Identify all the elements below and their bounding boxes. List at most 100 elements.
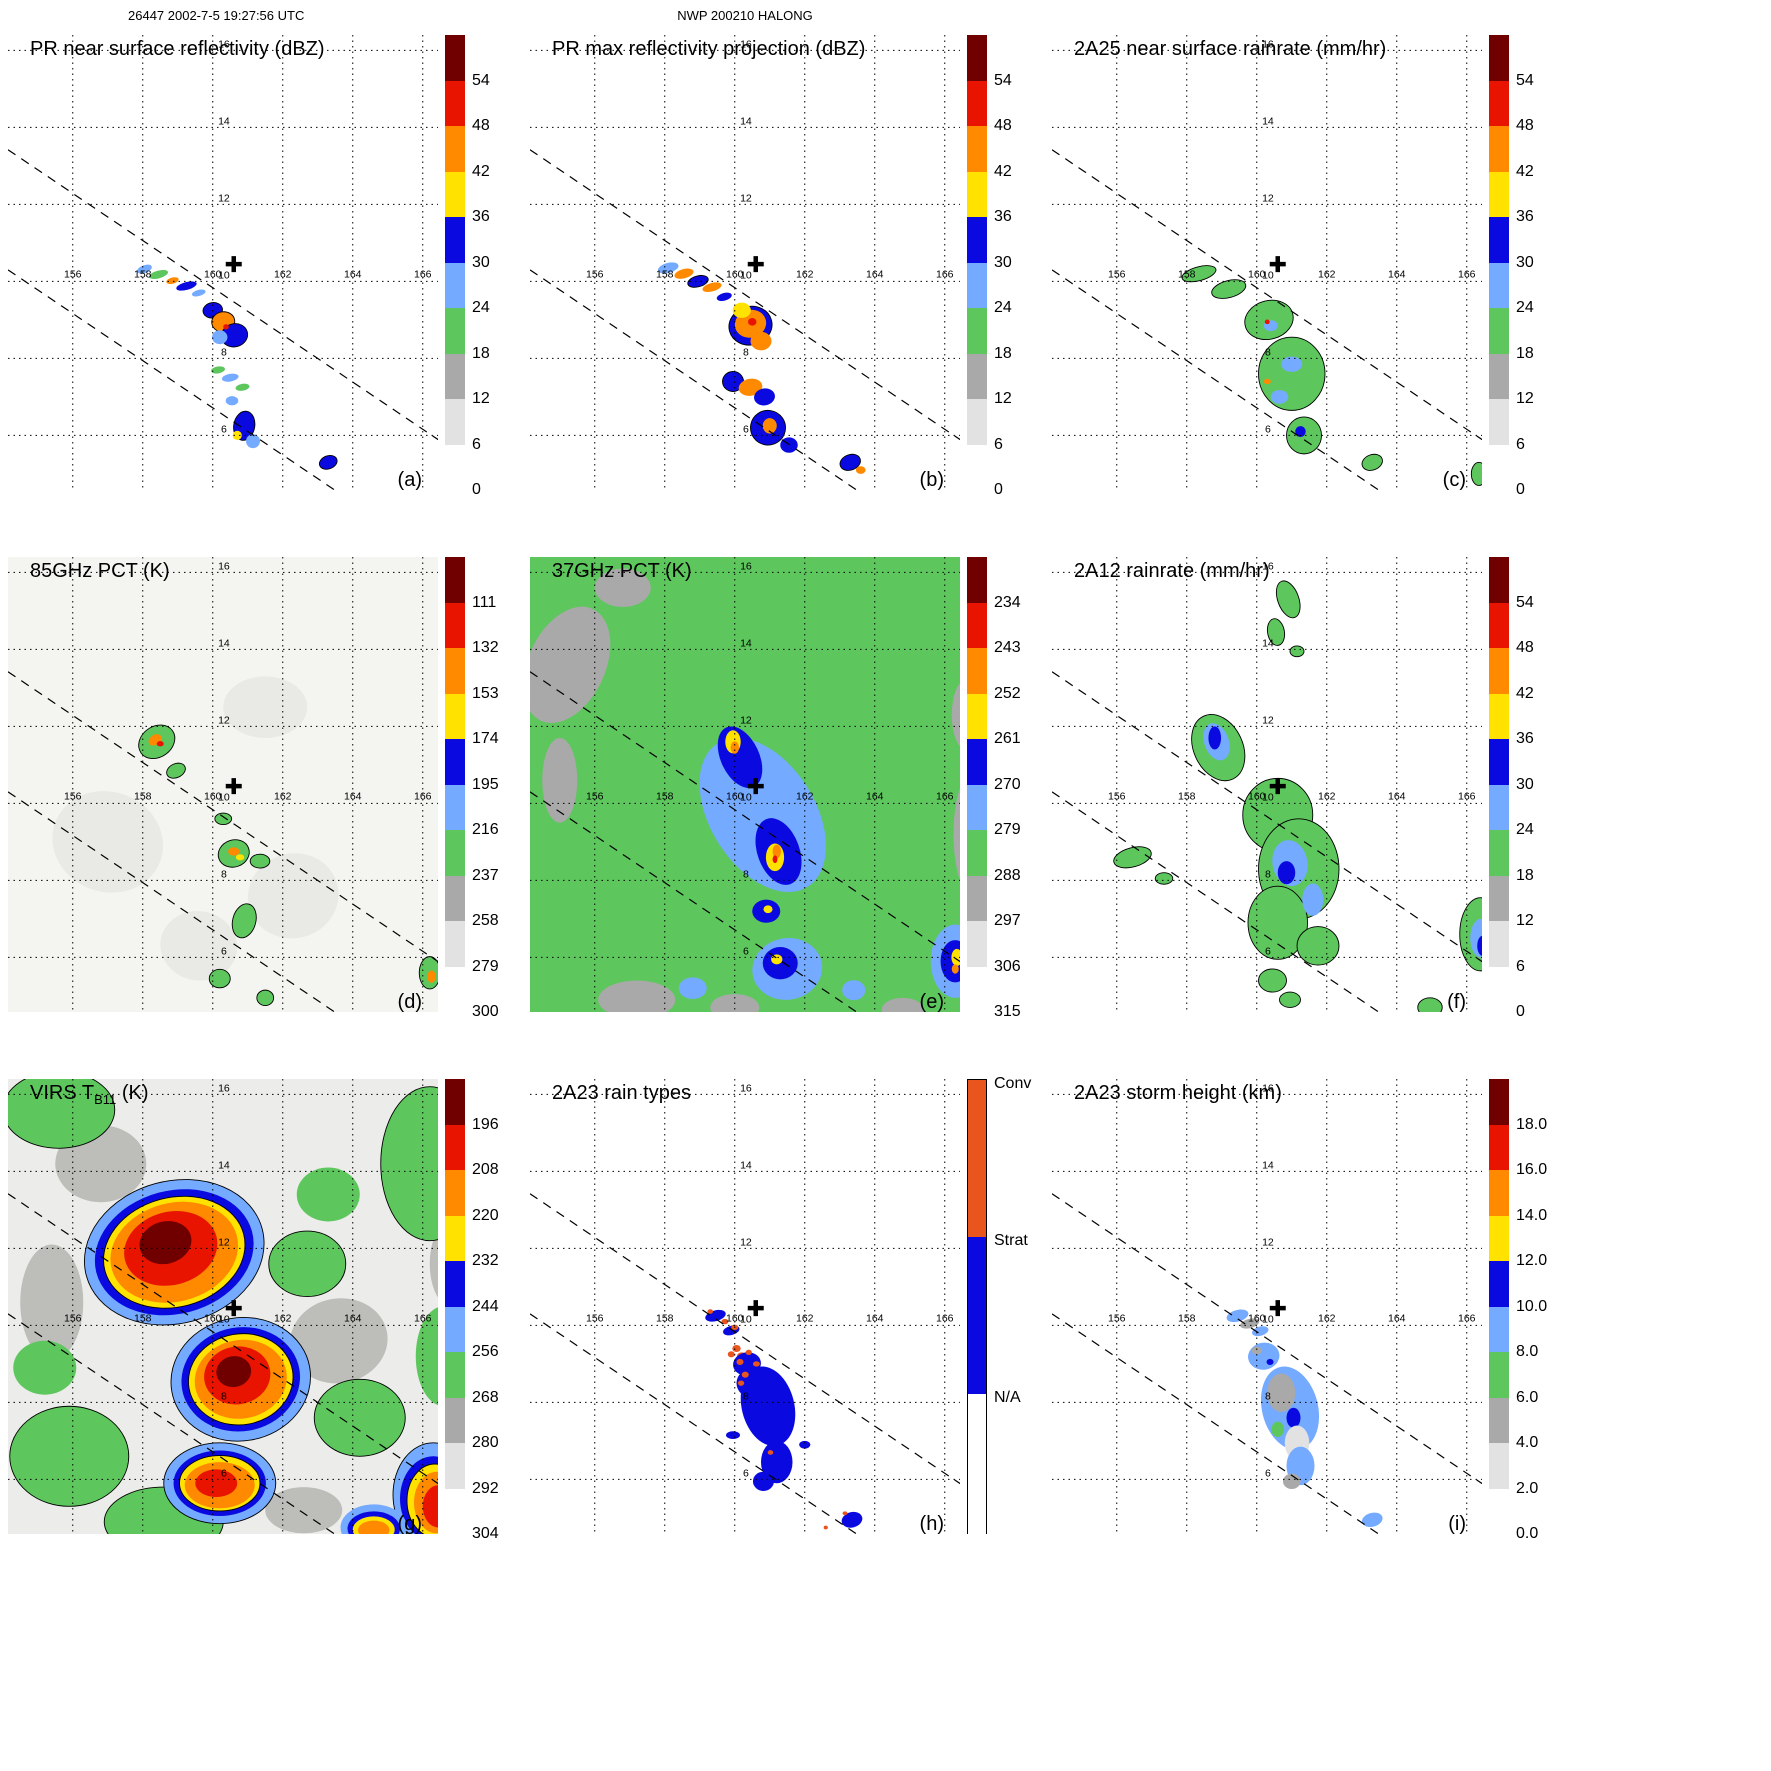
lon-label: 156 xyxy=(64,268,82,280)
colorbar-segment xyxy=(1489,1124,1509,1170)
lon-label: 164 xyxy=(866,1312,884,1324)
grid-labels: 156 158 160 162 164 166 6 8 10 12 14 16 xyxy=(1108,38,1476,435)
map-area-d: 156 158 160 162 164 166 6 8 10 12 14 16 85GHz PCT (… xyxy=(8,557,438,1013)
lat-label: 12 xyxy=(1262,714,1274,726)
colorbar-segment xyxy=(967,80,987,126)
colorbar-tick-label: 18 xyxy=(472,344,490,362)
data-field-blobs xyxy=(52,676,438,1006)
map-background xyxy=(530,35,960,490)
colorbar-segment xyxy=(967,648,987,694)
colorbar-tick-label: 280 xyxy=(472,1434,499,1451)
panel-g-title: VIRS TB11 (K) xyxy=(30,1082,148,1107)
colorbar-tick-label: 279 xyxy=(472,957,499,975)
grid-labels: 156 158 160 162 164 166 6 8 10 12 14 16 xyxy=(64,1082,432,1479)
colorbar-i-labels: 18.0 16.0 14.0 12.0 10.0 8.0 6.0 4.0 2.0 0.0 xyxy=(1516,1079,1566,1543)
colorbar-tick-label: 304 xyxy=(472,1525,499,1542)
lat-label: 10 xyxy=(218,269,230,281)
colorbar-g-bar xyxy=(445,1079,465,1534)
colorbar-i-bar xyxy=(1489,1079,1509,1534)
swath-edge-lines xyxy=(1052,1193,1482,1534)
lon-label: 166 xyxy=(414,268,432,280)
lat-label: 8 xyxy=(1265,346,1271,358)
overpass-id-timestamp: 26447 2002-7-5 19:27:56 UTC xyxy=(128,8,305,23)
colorbar-e-labels: 234 243 252 261 270 279 288 297 306 315 xyxy=(994,557,1044,1021)
map-f: 156 158 160 162 164 166 6 8 10 12 14 16 xyxy=(1052,557,1482,1012)
colorbar-tick-label: 174 xyxy=(472,730,499,747)
colorbar-g: 196 208 220 232 244 256 268 280 292 304 xyxy=(445,1079,523,1542)
colorbar-segment-n/a xyxy=(968,1393,986,1535)
lon-label: 158 xyxy=(1178,268,1196,280)
gridlines xyxy=(530,35,960,490)
colorbar-e-bar xyxy=(967,557,987,1012)
lat-label: 16 xyxy=(740,1082,752,1094)
panel-c-title: 2A25 near surface rainrate (mm/hr) xyxy=(1074,38,1387,60)
colorbar-segment xyxy=(1489,693,1509,739)
lat-label: 16 xyxy=(1262,560,1274,572)
colorbar-tick-label: 24 xyxy=(472,299,490,316)
lon-label: 162 xyxy=(796,790,814,802)
colorbar-tick-label: 14.0 xyxy=(1516,1206,1548,1224)
lon-label: 164 xyxy=(344,790,362,802)
colorbar-tick-label: 12 xyxy=(1516,912,1534,929)
colorbar-segment xyxy=(445,648,465,694)
colorbar-tick-label: 0 xyxy=(1516,1003,1525,1020)
colorbar-segment xyxy=(967,602,987,648)
map-area-a: 156 158 160 162 164 166 6 8 10 12 14 16 PR near sur… xyxy=(8,35,438,491)
lon-label: 162 xyxy=(274,790,292,802)
map-area-h: 156 158 160 162 164 166 6 8 10 12 14 16 2A23 rain t… xyxy=(530,1079,960,1535)
gridlines xyxy=(1052,35,1482,490)
panel-e-letter: (e) xyxy=(919,991,944,1013)
colorbar-segment xyxy=(967,35,987,81)
colorbar-tick-label: 0 xyxy=(472,481,481,498)
colorbar-segment xyxy=(445,1215,465,1261)
panel-h-letter: (h) xyxy=(919,1513,944,1535)
swath-edge-lines xyxy=(530,1193,960,1534)
colorbar-segment xyxy=(1489,602,1509,648)
colorbar-segment xyxy=(445,784,465,830)
colorbar-tick-label: 220 xyxy=(472,1206,499,1224)
colorbar-tick-label: 0 xyxy=(994,481,1003,498)
colorbar-segment xyxy=(1489,1079,1509,1125)
gridlines xyxy=(1052,557,1482,1012)
colorbar-tick-label: 6.0 xyxy=(1516,1388,1539,1406)
colorbar-segment xyxy=(967,399,987,445)
panel-g-title-post: (K) xyxy=(116,1082,149,1104)
lon-label: 158 xyxy=(1178,790,1196,802)
colorbar-segment xyxy=(445,444,465,490)
colorbar-tick-label: 30 xyxy=(1516,253,1534,271)
colorbar-segment xyxy=(445,1079,465,1125)
data-field-blobs xyxy=(8,1079,438,1534)
storm-center-marker xyxy=(1269,778,1286,795)
gridlines xyxy=(530,1079,960,1534)
lon-label: 160 xyxy=(726,268,744,280)
colorbar-segment xyxy=(967,921,987,967)
lat-label: 16 xyxy=(218,38,230,50)
colorbar-tick-label: 54 xyxy=(994,71,1012,89)
storm-center-marker xyxy=(747,1300,764,1317)
lat-label: 6 xyxy=(743,945,749,957)
colorbar-f-bar xyxy=(1489,557,1509,1012)
colorbar-category-label: N/A xyxy=(994,1388,1021,1406)
colorbar-segment xyxy=(1489,784,1509,830)
colorbar-tick-label: 306 xyxy=(994,957,1021,975)
colorbar-tick-label: 18 xyxy=(994,344,1012,362)
colorbar-tick-label: 36 xyxy=(1516,208,1534,225)
storm-center-marker xyxy=(747,256,764,273)
lon-label: 166 xyxy=(414,790,432,802)
colorbar-segment xyxy=(445,1170,465,1216)
lat-label: 14 xyxy=(1262,1159,1274,1171)
lat-label: 10 xyxy=(1262,1313,1274,1325)
colorbar-tick-label: 12 xyxy=(994,390,1012,407)
colorbar-tick-label: 30 xyxy=(472,253,490,271)
colorbar-segment xyxy=(445,353,465,399)
storm-center-marker xyxy=(1269,256,1286,273)
colorbar-segment xyxy=(1489,557,1509,603)
panel-f-letter: (f) xyxy=(1447,991,1466,1013)
colorbar-c-labels: 54 48 42 36 30 24 18 12 6 0 xyxy=(1516,35,1566,499)
lat-label: 8 xyxy=(743,868,749,880)
colorbar-segment xyxy=(967,830,987,876)
panel-g-letter: (g) xyxy=(397,1513,422,1535)
colorbar-segment xyxy=(445,557,465,603)
map-background xyxy=(1052,1079,1482,1534)
colorbar-segment xyxy=(445,399,465,445)
